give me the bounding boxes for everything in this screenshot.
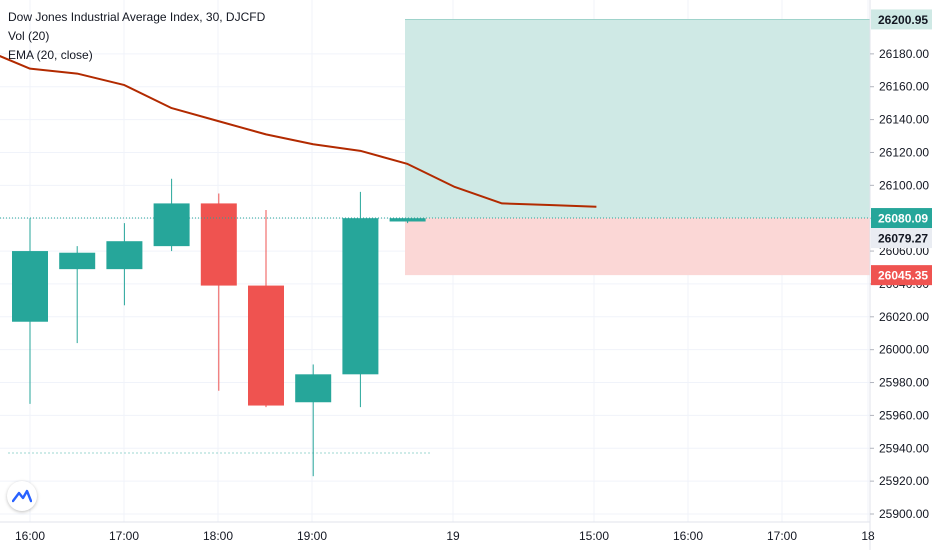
x-tick-label: 17:00 — [109, 529, 139, 543]
price-tags: 26200.95 26080.09 26079.27 26045.35 — [871, 9, 932, 286]
candle-body — [389, 218, 426, 222]
x-tick-label: 18 — [861, 529, 875, 543]
x-axis-tick-labels: 16:00 17:00 18:00 19:00 19 15:00 16:00 17:00 18 — [15, 529, 875, 543]
candle-body — [153, 203, 190, 247]
x-tick-label: 19:00 — [297, 529, 327, 543]
candle-body — [342, 218, 379, 375]
candle — [200, 193, 237, 391]
target-price-tag: 26200.95 — [871, 9, 932, 30]
x-tick-label: 16:00 — [673, 529, 703, 543]
candle-body — [295, 374, 332, 403]
volume-indicator-label[interactable]: Vol (20) — [8, 29, 50, 43]
candle-body — [106, 241, 143, 270]
svg-text:26080.09: 26080.09 — [878, 212, 928, 226]
x-tick-label: 17:00 — [767, 529, 797, 543]
last-price-tag: 26079.27 — [871, 228, 932, 249]
y-tick-label: 26020.00 — [879, 310, 929, 324]
chart-legend: Dow Jones Industrial Average Index, 30, … — [8, 8, 265, 65]
candle — [342, 191, 379, 408]
x-tick-label: 19 — [446, 529, 460, 543]
ema-indicator-label[interactable]: EMA (20, close) — [8, 48, 93, 62]
stop-zone[interactable] — [405, 218, 870, 276]
y-tick-label: 26000.00 — [879, 343, 929, 357]
candle — [248, 209, 284, 408]
axes — [0, 0, 871, 550]
entry-price-tag: 26080.09 — [871, 208, 932, 229]
candle — [12, 218, 48, 404]
ema-line — [0, 55, 597, 208]
stop-price-tag: 26045.35 — [871, 265, 932, 286]
svg-text:26045.35: 26045.35 — [878, 269, 928, 283]
tradingview-logo[interactable] — [7, 481, 37, 511]
y-tick-label: 26160.00 — [879, 80, 929, 94]
candles — [12, 178, 426, 477]
y-tick-label: 26140.00 — [879, 113, 929, 127]
candle — [153, 178, 190, 252]
candle-body — [59, 252, 96, 270]
candle-body — [12, 251, 48, 322]
candle-body — [248, 285, 284, 406]
svg-text:26079.27: 26079.27 — [878, 232, 928, 246]
y-tick-label: 26180.00 — [879, 47, 929, 61]
y-tick-label: 25980.00 — [879, 376, 929, 390]
x-tick-label: 18:00 — [203, 529, 233, 543]
candle — [59, 246, 96, 344]
y-tick-label: 25940.00 — [879, 441, 929, 455]
y-tick-label: 26120.00 — [879, 145, 929, 159]
svg-text:26200.95: 26200.95 — [878, 13, 928, 27]
x-tick-label: 15:00 — [579, 529, 609, 543]
target-zone[interactable] — [405, 19, 870, 219]
candle — [295, 364, 332, 477]
candle — [106, 223, 143, 306]
candle — [389, 218, 426, 224]
y-tick-label: 25900.00 — [879, 507, 929, 521]
y-tick-label: 25960.00 — [879, 408, 929, 422]
y-tick-label: 25920.00 — [879, 474, 929, 488]
position-zones[interactable] — [405, 18, 870, 276]
x-tick-label: 16:00 — [15, 529, 45, 543]
logo-icon — [12, 489, 32, 503]
symbol-title[interactable]: Dow Jones Industrial Average Index, 30, … — [8, 10, 266, 24]
ema-polyline — [0, 55, 597, 208]
y-tick-label: 26100.00 — [879, 178, 929, 192]
candle-body — [200, 203, 237, 286]
